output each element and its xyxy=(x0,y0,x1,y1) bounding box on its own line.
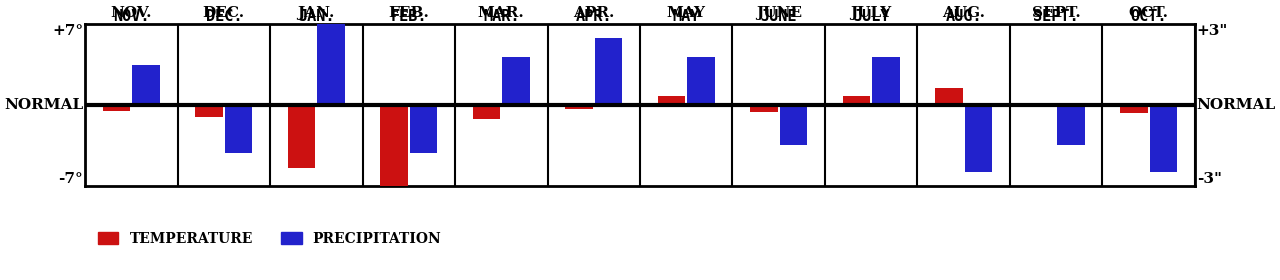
Text: MAR.: MAR. xyxy=(483,9,520,24)
Text: +3": +3" xyxy=(1197,24,1228,38)
Text: JULY: JULY xyxy=(851,6,892,20)
Bar xyxy=(1057,105,1085,145)
Text: NORMAL: NORMAL xyxy=(1197,98,1276,112)
Legend: TEMPERATURE, PRECIPITATION: TEMPERATURE, PRECIPITATION xyxy=(92,226,447,251)
Bar xyxy=(472,105,500,119)
Bar xyxy=(1149,105,1178,172)
Text: MAY: MAY xyxy=(672,9,700,24)
Bar xyxy=(102,105,131,111)
Bar xyxy=(225,105,252,153)
Bar xyxy=(595,38,622,105)
Bar xyxy=(288,105,315,169)
Bar xyxy=(687,57,716,105)
Bar xyxy=(132,65,160,105)
Text: FEB.: FEB. xyxy=(388,6,429,20)
Text: DEC.: DEC. xyxy=(206,9,242,24)
Text: APR.: APR. xyxy=(573,6,614,20)
Bar xyxy=(1120,105,1148,113)
Bar xyxy=(658,96,685,105)
Text: AUG.: AUG. xyxy=(942,6,986,20)
Text: OCT.: OCT. xyxy=(1130,9,1167,24)
Text: APR.: APR. xyxy=(576,9,612,24)
Text: JUNE: JUNE xyxy=(755,6,801,20)
Text: OCT.: OCT. xyxy=(1129,6,1169,20)
Text: JUNE: JUNE xyxy=(760,9,797,24)
Bar xyxy=(934,88,963,105)
Text: NOV.: NOV. xyxy=(110,6,152,20)
Bar xyxy=(317,0,346,105)
Text: SEPT.: SEPT. xyxy=(1033,9,1079,24)
Text: DEC.: DEC. xyxy=(202,6,244,20)
Bar xyxy=(502,57,530,105)
Text: MAR.: MAR. xyxy=(477,6,525,20)
Text: JULY: JULY xyxy=(852,9,890,24)
Text: MAY: MAY xyxy=(667,6,705,20)
Text: SEPT.: SEPT. xyxy=(1032,6,1080,20)
Bar xyxy=(410,105,438,153)
Bar xyxy=(564,105,593,109)
Bar xyxy=(195,105,223,116)
Text: JAN.: JAN. xyxy=(298,9,334,24)
Text: FEB.: FEB. xyxy=(390,9,428,24)
Bar xyxy=(750,105,778,112)
Bar xyxy=(780,105,808,145)
Bar xyxy=(965,105,992,172)
Text: -7°: -7° xyxy=(59,172,83,186)
Bar xyxy=(842,96,870,105)
Text: NOV.: NOV. xyxy=(113,9,150,24)
Text: AUG.: AUG. xyxy=(946,9,982,24)
Text: +7°: +7° xyxy=(52,24,83,38)
Bar xyxy=(380,105,408,186)
Bar xyxy=(872,57,900,105)
Text: NORMAL: NORMAL xyxy=(4,98,83,112)
Text: JAN.: JAN. xyxy=(298,6,335,20)
Text: -3": -3" xyxy=(1197,172,1222,186)
